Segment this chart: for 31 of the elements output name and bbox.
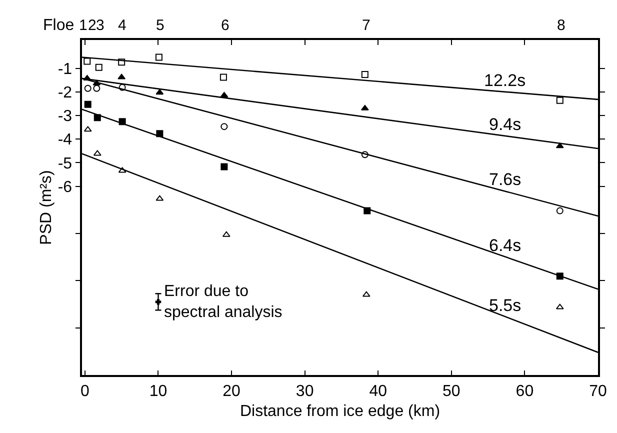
x-tick-label: 60 — [516, 382, 534, 400]
x-tick-label: 10 — [149, 382, 168, 400]
x-tick-label: 40 — [369, 382, 388, 400]
text: 4 — [118, 17, 126, 34]
y-tick-label: -6 — [58, 178, 72, 196]
text: 8 — [557, 17, 566, 34]
text: 3 — [96, 17, 104, 34]
y-tick-label: -3 — [58, 108, 72, 126]
text: 5 — [156, 17, 164, 34]
series-label: 7.6s — [489, 170, 522, 189]
y-tick-label: -5 — [58, 155, 72, 172]
text: Floe — [43, 17, 74, 34]
annotation: Error due to spectral analysis — [164, 283, 282, 321]
y-axis-title: PSD (m²s) — [38, 170, 56, 245]
x-tick-label: 30 — [296, 382, 314, 400]
text: 2 — [88, 17, 96, 34]
x-tick-label: 50 — [442, 382, 460, 400]
x-axis-title: Distance from ice edge (km) — [240, 403, 440, 420]
y-tick-label: -2 — [58, 84, 72, 102]
series-label: 9.4s — [489, 115, 522, 134]
x-tick-label: 0 — [80, 382, 90, 400]
text: 1 — [79, 17, 88, 34]
x-tick-label: 20 — [222, 382, 241, 400]
y-tick-label: -4 — [58, 132, 72, 149]
text: 6 — [221, 17, 230, 34]
y-tick-label: -1 — [58, 60, 72, 78]
text: 7 — [362, 17, 370, 34]
x-tick-label: 70 — [589, 382, 607, 400]
series-label: 5.5s — [489, 296, 522, 315]
series-label: 6.4s — [489, 236, 522, 255]
series-label: 12.2s — [484, 71, 526, 90]
